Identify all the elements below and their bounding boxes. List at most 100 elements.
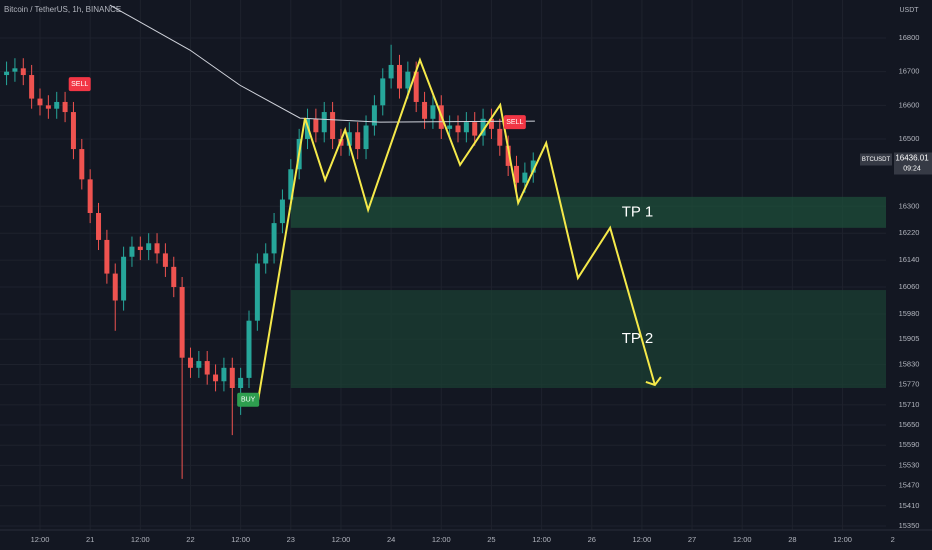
candle-body	[196, 361, 202, 368]
candle-body	[104, 239, 110, 274]
candle-body	[472, 122, 478, 136]
candle-body	[20, 68, 26, 76]
y-tick-label: 15905	[899, 334, 920, 343]
y-tick-label: 15410	[899, 501, 920, 510]
y-tick-label: 15650	[899, 420, 920, 429]
price-countdown: 09:24	[903, 165, 921, 172]
x-tick-label: 21	[86, 535, 94, 544]
x-tick-label: 12:00	[31, 535, 50, 544]
candle-body	[45, 105, 51, 109]
candle-body	[146, 243, 152, 251]
tp-label: TP 2	[622, 330, 653, 347]
signal-marker	[237, 392, 260, 407]
candle-body	[497, 128, 503, 146]
price-axis	[886, 0, 932, 530]
signal-marker	[68, 77, 91, 92]
tp-zone	[290, 290, 889, 388]
x-tick-label: 25	[487, 535, 495, 544]
price-value: 16436.01	[895, 154, 929, 163]
candle-body	[70, 112, 76, 150]
y-tick-label: 16600	[899, 100, 920, 109]
candle-body	[79, 149, 85, 180]
y-tick-label: 15980	[899, 309, 920, 318]
candle-body	[246, 320, 252, 378]
candle-body	[488, 118, 494, 129]
x-tick-label: 26	[588, 535, 596, 544]
candle-body	[380, 78, 386, 106]
x-tick-label: 24	[387, 535, 395, 544]
candle-body	[313, 118, 319, 133]
x-tick-label: 27	[688, 535, 696, 544]
candle-body	[388, 64, 394, 79]
candle-body	[405, 71, 411, 89]
candle-body	[505, 145, 511, 166]
candle-body	[37, 98, 43, 106]
candle-body	[29, 75, 35, 99]
x-tick-label: 28	[788, 535, 796, 544]
candle-body	[4, 71, 10, 76]
y-tick-label: 16500	[899, 134, 920, 143]
candle-body	[514, 165, 520, 183]
x-tick-label: 12:00	[532, 535, 551, 544]
y-tick-label: 15830	[899, 359, 920, 368]
x-tick-label: 12:00	[633, 535, 652, 544]
y-tick-label: 15770	[899, 380, 920, 389]
overlay-line	[109, 4, 535, 123]
y-tick-label: 15470	[899, 481, 920, 490]
signal-marker	[503, 115, 526, 130]
candle-body	[112, 273, 118, 301]
candle-body	[121, 256, 127, 301]
candle-body	[254, 263, 260, 321]
candle-body	[221, 367, 227, 382]
candle-body	[229, 367, 235, 388]
y-tick-label: 16220	[899, 228, 920, 237]
candle-body	[422, 101, 428, 119]
candle-body	[179, 287, 185, 358]
candle-body	[530, 160, 536, 173]
y-tick-label: 15590	[899, 440, 920, 449]
candle-body	[371, 105, 377, 126]
candle-body	[363, 125, 369, 150]
axis-unit: USDT	[899, 7, 919, 14]
candle-body	[430, 105, 436, 119]
overlay-line	[257, 56, 656, 400]
candle-body	[204, 361, 210, 375]
x-tick-label: 12:00	[231, 535, 250, 544]
x-tick-label: 12:00	[332, 535, 351, 544]
candle-body	[413, 71, 419, 102]
x-tick-label: 12:00	[733, 535, 752, 544]
tp-zone	[290, 196, 889, 228]
candle-body	[137, 246, 143, 251]
candle-body	[12, 68, 18, 72]
candle-body	[187, 357, 193, 368]
symbol-label: BTCUSDT	[862, 157, 891, 163]
candle-body	[447, 125, 453, 129]
candle-body	[396, 64, 402, 89]
candle-body	[463, 122, 469, 133]
y-tick-label: 16700	[899, 67, 920, 76]
candle-body	[213, 374, 219, 382]
candle-body	[171, 266, 177, 288]
candle-body	[288, 169, 294, 200]
tp-label: TP 1	[622, 203, 653, 220]
candle-body	[346, 132, 352, 146]
candle-body	[480, 118, 486, 136]
y-tick-label: 16300	[899, 201, 920, 210]
arrow-head	[645, 376, 662, 387]
y-tick-label: 16800	[899, 33, 920, 42]
candle-body	[154, 243, 160, 254]
candle-body	[87, 179, 93, 214]
candle-body	[522, 172, 528, 183]
signal-label: SELL	[506, 119, 523, 126]
candle-body	[238, 377, 244, 388]
candle-body	[129, 246, 135, 257]
candle-body	[330, 112, 336, 139]
x-tick-label: 22	[186, 535, 194, 544]
candle-body	[96, 213, 102, 240]
y-tick-label: 15710	[899, 400, 920, 409]
candle-body	[279, 199, 285, 224]
x-tick-label: 12:00	[833, 535, 852, 544]
y-tick-label: 15530	[899, 460, 920, 469]
